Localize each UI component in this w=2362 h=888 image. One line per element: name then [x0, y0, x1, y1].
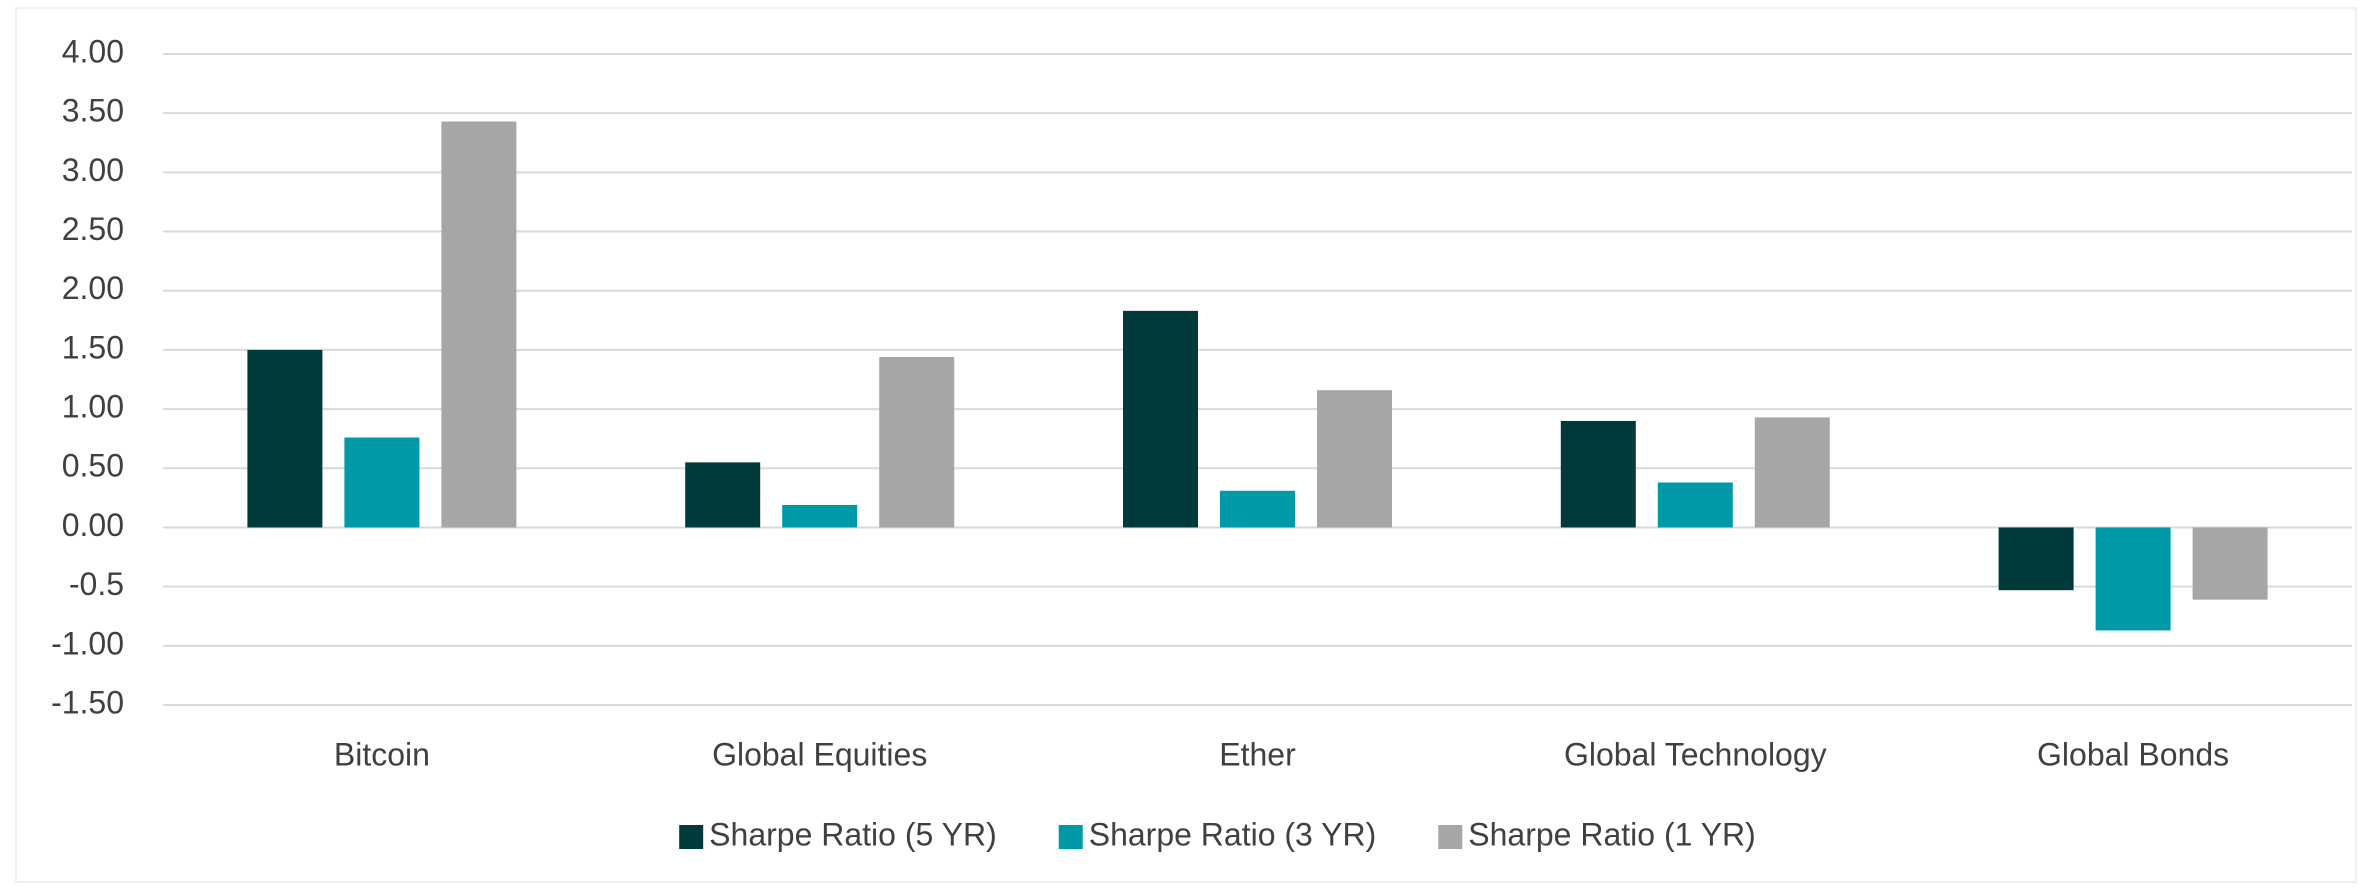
legend-swatch — [1058, 825, 1083, 849]
x-tick-label: Ether — [1219, 736, 1296, 772]
y-tick-label: 2.00 — [62, 270, 124, 306]
bar — [879, 357, 955, 528]
bar — [1998, 527, 2074, 591]
bar — [1317, 390, 1392, 528]
bar — [2095, 527, 2171, 631]
bar — [782, 504, 858, 528]
legend-swatch — [679, 825, 704, 849]
bar — [1220, 490, 1295, 528]
bar — [441, 121, 517, 528]
legend-label: Sharpe Ratio (1 YR) — [1468, 816, 1756, 852]
y-tick-label: 3.50 — [62, 93, 124, 129]
chart-border — [15, 7, 2357, 883]
y-tick-label: 0.00 — [62, 507, 124, 543]
y-tick-label: 1.50 — [62, 329, 124, 365]
bar — [1123, 310, 1198, 528]
bar — [1754, 417, 1830, 528]
legend-swatch — [1438, 825, 1463, 849]
bar — [1560, 420, 1636, 528]
x-tick-label: Bitcoin — [334, 736, 430, 772]
legend-label: Sharpe Ratio (5 YR) — [709, 816, 997, 852]
legend-label: Sharpe Ratio (3 YR) — [1089, 816, 1377, 852]
y-tick-label: 2.50 — [62, 211, 124, 247]
bar — [2192, 527, 2268, 600]
y-tick-label: 0.50 — [62, 448, 124, 484]
bar — [1657, 482, 1733, 528]
x-tick-label: Global Equities — [712, 736, 927, 772]
y-tick-label: -1.50 — [51, 684, 124, 720]
y-tick-label: 3.00 — [62, 152, 124, 188]
bar — [344, 437, 420, 528]
x-tick-label: Global Technology — [1564, 736, 1827, 772]
y-tick-label: 1.00 — [62, 389, 124, 425]
bar — [685, 462, 761, 528]
y-tick-label: -0.5 — [69, 566, 124, 602]
y-tick-label: 4.00 — [62, 33, 124, 69]
bar — [247, 349, 323, 528]
x-tick-label: Global Bonds — [2037, 736, 2229, 772]
y-tick-label: -1.00 — [51, 625, 124, 661]
